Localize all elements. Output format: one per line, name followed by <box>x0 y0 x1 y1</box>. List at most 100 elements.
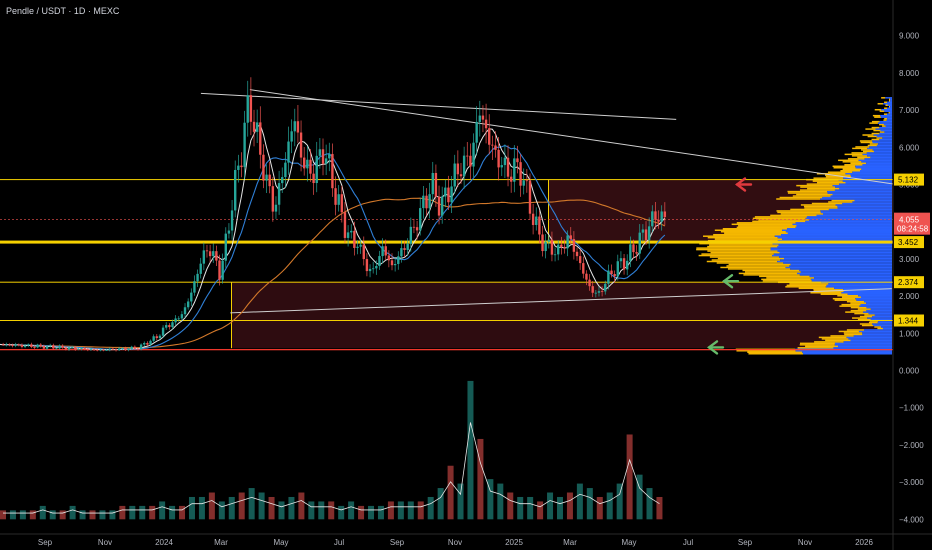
candle-body <box>312 173 315 184</box>
x-tick-label: Nov <box>98 538 112 547</box>
profile-blue-row <box>790 268 892 270</box>
candle-body <box>425 195 428 209</box>
zone-upper-edge <box>548 179 549 243</box>
profile-gold-row <box>766 277 815 279</box>
profile-gold-row <box>867 135 877 138</box>
profile-gold-row <box>857 318 871 321</box>
profile-gold-row <box>838 159 859 162</box>
volume-bar <box>0 510 6 520</box>
volume-bar <box>457 483 464 520</box>
profile-gold-row <box>852 147 868 150</box>
profile-blue-row <box>860 296 892 298</box>
candle-body <box>262 154 265 181</box>
volume-bar <box>368 505 375 520</box>
volume-bar <box>616 483 623 520</box>
profile-gold-row <box>844 333 863 336</box>
candle-body <box>578 256 582 264</box>
candle-body <box>346 232 350 238</box>
profile-gold-row <box>825 339 851 342</box>
candle-body <box>585 273 588 280</box>
profile-blue-row <box>872 149 892 151</box>
profile-gold-row <box>884 101 888 104</box>
profile-blue-row <box>770 248 892 251</box>
price-badge <box>894 314 924 327</box>
candle-body <box>368 268 372 272</box>
candle-body <box>268 174 271 187</box>
profile-blue-row <box>866 162 892 165</box>
candle-body <box>390 260 394 266</box>
candle-body <box>67 347 71 350</box>
countdown-label: 08:24:58 <box>897 225 929 234</box>
profile-gold-row <box>877 327 883 330</box>
candle-body <box>39 344 42 347</box>
profile-blue-row <box>858 330 892 333</box>
volume-bar <box>109 510 116 520</box>
candle-body <box>168 325 171 328</box>
profile-blue-row <box>783 257 892 260</box>
profile-gold-row <box>871 138 880 141</box>
volume-bar <box>507 492 514 520</box>
profile-blue-row <box>867 155 892 157</box>
candle-body <box>604 283 607 292</box>
candle-body <box>582 263 585 274</box>
candle-body <box>27 344 30 346</box>
profile-gold-row <box>845 311 863 313</box>
profile-blue-row <box>777 260 892 263</box>
profile-gold-row <box>859 315 873 318</box>
profile-blue-row <box>833 347 892 349</box>
volume-bar <box>626 434 633 520</box>
volume-bar <box>29 510 36 520</box>
candle-body <box>422 195 425 209</box>
profile-gold-row <box>862 134 874 136</box>
profile-gold-row <box>876 137 883 139</box>
candle-body <box>359 244 362 247</box>
x-tick-label: May <box>621 538 636 547</box>
candle-body <box>86 349 90 351</box>
profile-gold-row <box>860 141 873 144</box>
profile-gold-row <box>854 312 869 315</box>
x-tick-label: Sep <box>38 538 53 547</box>
profile-blue-row <box>883 123 892 126</box>
profile-gold-row <box>786 284 827 287</box>
profile-blue-row <box>858 294 892 297</box>
profile-blue-row <box>873 150 892 153</box>
volume-bar <box>59 510 66 520</box>
profile-blue-row <box>777 245 892 248</box>
profile-gold-row <box>810 292 842 294</box>
time-axis[interactable]: Sep Nov 2024 Mar May Jul Sep Nov 2025 Mar May Jul Se… <box>0 533 932 547</box>
candle-body <box>212 251 215 257</box>
current-price-badge <box>894 212 930 235</box>
profile-blue-row <box>800 271 892 273</box>
candle-body <box>456 163 460 175</box>
profile-blue-row <box>787 228 892 230</box>
profile-gold-row <box>832 297 856 300</box>
profile-blue-row <box>873 324 892 327</box>
profile-gold-row <box>837 294 859 297</box>
profile-gold-row <box>874 108 882 111</box>
price-axis[interactable]: 9.0008.0007.0006.0005.0004.0003.0002.000… <box>892 0 932 550</box>
candle-body <box>462 155 466 177</box>
trendlines <box>200 89 897 314</box>
profile-gold-row <box>813 177 844 179</box>
profile-gold-row <box>758 219 810 221</box>
profile-blue-row <box>858 159 892 162</box>
y-tick-label: 7.000 <box>899 106 920 115</box>
x-tick-label: May <box>273 538 288 547</box>
candle-body <box>550 239 554 255</box>
trendline <box>200 92 677 120</box>
x-tick-label: Mar <box>214 538 228 547</box>
profile-blue-row <box>876 144 892 147</box>
profile-blue-row <box>864 158 892 160</box>
profile-blue-row <box>843 290 892 293</box>
volume-bar <box>228 496 235 520</box>
profile-blue-row <box>887 107 892 109</box>
profile-blue-row <box>790 263 892 266</box>
profile-gold-row <box>752 217 806 220</box>
profile-gold-row <box>736 226 796 229</box>
profile-blue-row <box>867 317 892 319</box>
volume-bar <box>427 496 434 520</box>
candle-body <box>102 349 105 351</box>
volume-bar <box>527 496 534 520</box>
profile-gold-row <box>799 344 835 346</box>
